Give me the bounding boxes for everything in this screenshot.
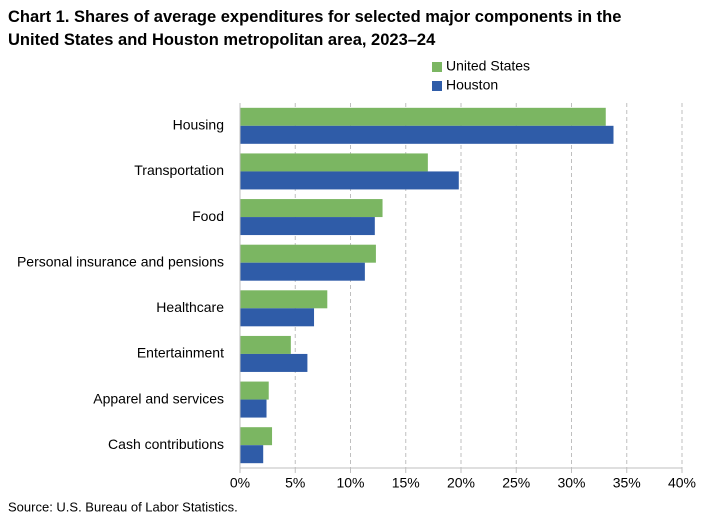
x-tick-label: 25% — [502, 475, 530, 491]
bar — [240, 381, 269, 400]
chart-title: Chart 1. Shares of average expenditures … — [8, 8, 622, 49]
x-tick-label: 35% — [613, 475, 641, 491]
x-tick-label: 0% — [230, 475, 250, 491]
bar — [240, 445, 264, 464]
y-tick-label: Housing — [173, 117, 224, 133]
x-tick-label: 5% — [285, 475, 305, 491]
x-tick-label: 30% — [557, 475, 585, 491]
x-tick-label: 40% — [668, 475, 696, 491]
bar — [240, 171, 459, 190]
x-tick-label: 15% — [392, 475, 420, 491]
y-tick-label: Entertainment — [137, 345, 224, 361]
source-note: Source: U.S. Bureau of Labor Statistics. — [8, 499, 238, 514]
bar — [240, 199, 383, 218]
legend-label: Houston — [446, 77, 498, 93]
bar — [240, 353, 308, 372]
bar — [240, 290, 328, 309]
bar — [240, 262, 365, 281]
legend-label: United States — [446, 58, 530, 74]
y-tick-label: Apparel and services — [93, 390, 224, 406]
bar — [240, 153, 428, 172]
bar — [240, 335, 291, 354]
y-tick-label: Healthcare — [156, 299, 224, 315]
bar — [240, 125, 614, 144]
bar — [240, 308, 315, 327]
bar — [240, 107, 606, 126]
legend-swatch — [432, 62, 442, 72]
x-tick-label: 10% — [336, 475, 364, 491]
bar — [240, 217, 375, 236]
bar — [240, 244, 376, 263]
y-tick-label: Cash contributions — [108, 436, 224, 452]
legend-swatch — [432, 81, 442, 91]
y-tick-label: Personal insurance and pensions — [17, 253, 224, 269]
x-tick-label: 20% — [447, 475, 475, 491]
y-tick-label: Food — [192, 208, 224, 224]
y-tick-label: Transportation — [134, 162, 224, 178]
bar — [240, 399, 267, 418]
bar — [240, 427, 273, 446]
